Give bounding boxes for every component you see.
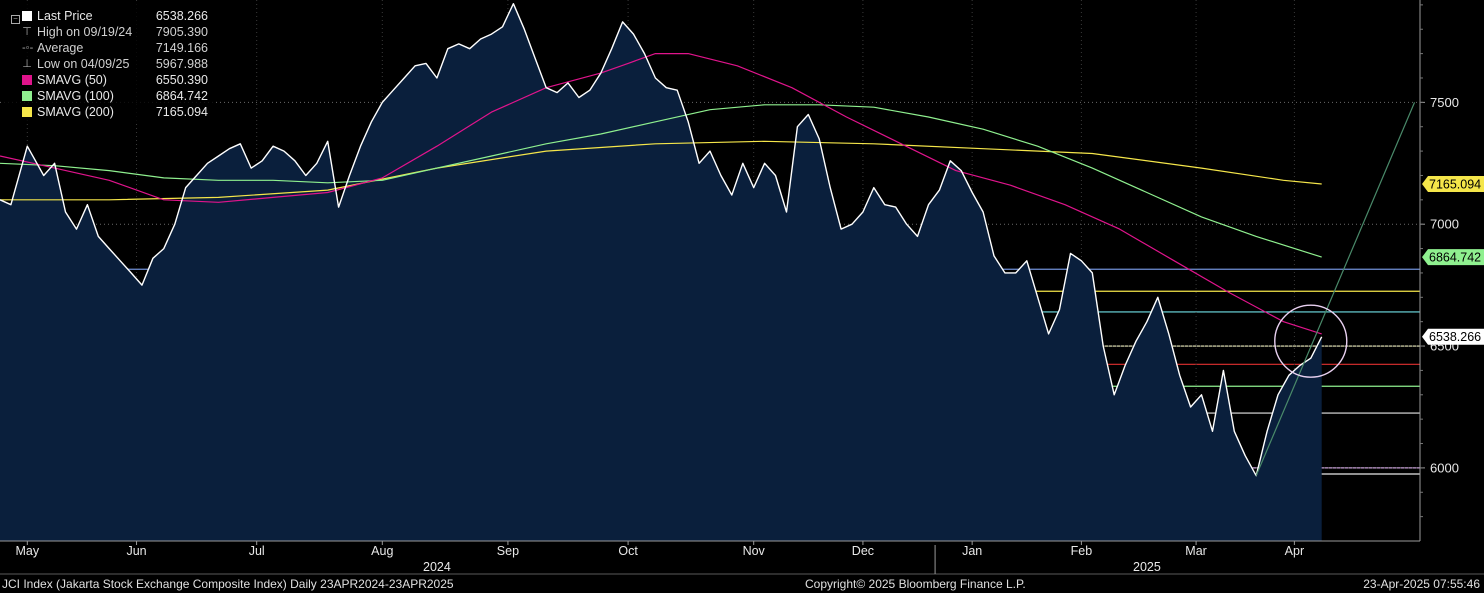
footer-ticker-description: JCI Index (Jakarta Stock Exchange Compos… — [2, 577, 454, 591]
legend-row-smavg-200[interactable]: SMAVG (200) 7165.094 — [20, 104, 214, 120]
legend-marker-icon: ⊤ — [22, 26, 32, 38]
footer-copyright: Copyright© 2025 Bloomberg Finance L.P. — [805, 577, 1026, 591]
x-month-label: Jun — [126, 544, 146, 558]
axis-value-badge: 6864.742 — [1422, 249, 1484, 266]
price-area-fill — [0, 3, 1322, 542]
legend-swatch — [22, 11, 32, 21]
badge-shape — [1422, 328, 1484, 345]
badge-value: 6538.266 — [1429, 330, 1481, 344]
badge-value: 7165.094 — [1429, 177, 1481, 191]
legend-value: 6864.742 — [155, 89, 208, 103]
legend-label: High on 09/19/24 — [37, 25, 133, 39]
x-year-label: 2024 — [423, 560, 451, 574]
trendline[interactable] — [1255, 102, 1416, 476]
badge-shape — [1422, 249, 1484, 266]
series-line-smavg-100 — [0, 104, 1322, 258]
y-tick-label: 7000 — [1430, 217, 1459, 232]
x-month-label: Feb — [1071, 544, 1093, 558]
legend-label: Average — [37, 41, 84, 55]
circle-annotation[interactable] — [1274, 304, 1348, 378]
series-line-smavg-200 — [0, 140, 1322, 201]
series-line-smavg-50 — [0, 52, 1322, 335]
badge-value: 6864.742 — [1429, 251, 1481, 265]
x-year-label: 2025 — [1133, 560, 1161, 574]
legend-label: Last Price — [37, 9, 93, 23]
y-tick-label: 7500 — [1430, 95, 1459, 110]
legend-row-average[interactable]: -◦- Average 7149.166 — [20, 40, 214, 56]
y-tick-label: 6000 — [1430, 460, 1459, 475]
series-line-last-price — [0, 3, 1323, 477]
legend-label: Low on 04/09/25 — [37, 57, 130, 71]
badge-shape — [1422, 175, 1484, 192]
legend-swatch — [22, 107, 32, 117]
legend-row-low-on-04-09-25[interactable]: ⊥ Low on 04/09/25 5967.988 — [20, 56, 214, 72]
x-month-label: Aug — [371, 544, 393, 558]
legend-value: 6550.390 — [155, 73, 208, 87]
footer-timestamp: 23-Apr-2025 07:55:46 — [1363, 577, 1480, 591]
axis-value-badge: 7165.094 — [1422, 175, 1484, 192]
legend-row-smavg-100[interactable]: SMAVG (100) 6864.742 — [20, 88, 214, 104]
legend-swatch — [22, 75, 32, 85]
x-month-label: Jan — [962, 544, 982, 558]
chart-legend: − Last Price 6538.266 ⊤ High on 09/19/24 790… — [4, 4, 216, 122]
x-month-label: May — [15, 544, 39, 558]
legend-row-last-price[interactable]: Last Price 6538.266 — [20, 8, 214, 24]
collapse-legend-icon[interactable]: − — [11, 15, 20, 24]
legend-marker-icon: ⊥ — [22, 58, 32, 70]
x-month-label: Sep — [497, 544, 519, 558]
axis-value-badge: 6538.266 — [1422, 328, 1484, 345]
legend-value: 7149.166 — [155, 41, 208, 55]
legend-value: 6538.266 — [155, 9, 208, 23]
legend-label: SMAVG (50) — [37, 73, 107, 87]
legend-row-high-on-09-19-24[interactable]: ⊤ High on 09/19/24 7905.390 — [20, 24, 214, 40]
legend-value: 7165.094 — [155, 105, 208, 119]
x-month-label: Apr — [1285, 544, 1304, 558]
legend-marker-icon: -◦- — [22, 42, 34, 54]
x-month-label: Oct — [618, 544, 638, 558]
legend-label: SMAVG (100) — [37, 89, 114, 103]
legend-swatch — [22, 91, 32, 101]
legend-label: SMAVG (200) — [37, 105, 114, 119]
x-month-label: Mar — [1185, 544, 1207, 558]
x-month-label: Jul — [249, 544, 265, 558]
x-month-label: Dec — [852, 544, 874, 558]
legend-value: 7905.390 — [155, 25, 208, 39]
legend-row-smavg-50[interactable]: SMAVG (50) 6550.390 — [20, 72, 214, 88]
x-month-label: Nov — [743, 544, 766, 558]
legend-value: 5967.988 — [155, 57, 208, 71]
